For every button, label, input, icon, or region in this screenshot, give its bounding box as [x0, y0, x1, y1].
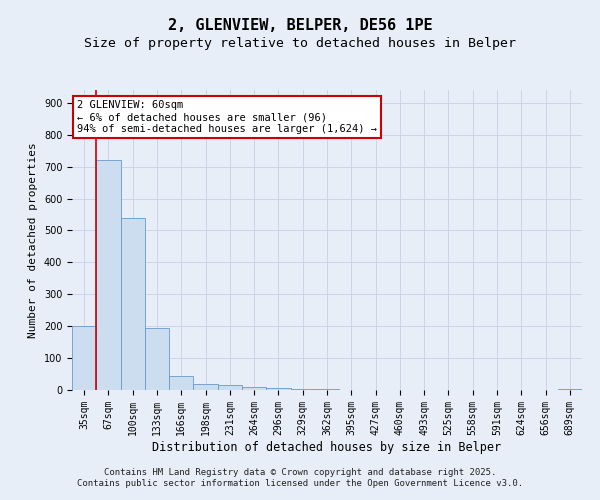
Bar — [242, 387, 266, 390]
Text: 2 GLENVIEW: 60sqm
← 6% of detached houses are smaller (96)
94% of semi-detached : 2 GLENVIEW: 60sqm ← 6% of detached house… — [77, 100, 377, 134]
Bar — [121, 218, 145, 390]
Bar — [315, 389, 339, 390]
Bar — [266, 388, 290, 390]
Bar — [96, 160, 121, 390]
Bar — [145, 328, 169, 390]
Bar — [290, 388, 315, 390]
Bar — [193, 384, 218, 390]
Bar — [218, 385, 242, 390]
Text: 2, GLENVIEW, BELPER, DE56 1PE: 2, GLENVIEW, BELPER, DE56 1PE — [167, 18, 433, 32]
Y-axis label: Number of detached properties: Number of detached properties — [28, 142, 38, 338]
Bar — [72, 326, 96, 390]
Text: Size of property relative to detached houses in Belper: Size of property relative to detached ho… — [84, 38, 516, 51]
X-axis label: Distribution of detached houses by size in Belper: Distribution of detached houses by size … — [152, 440, 502, 454]
Text: Contains HM Land Registry data © Crown copyright and database right 2025.
Contai: Contains HM Land Registry data © Crown c… — [77, 468, 523, 487]
Bar — [169, 376, 193, 390]
